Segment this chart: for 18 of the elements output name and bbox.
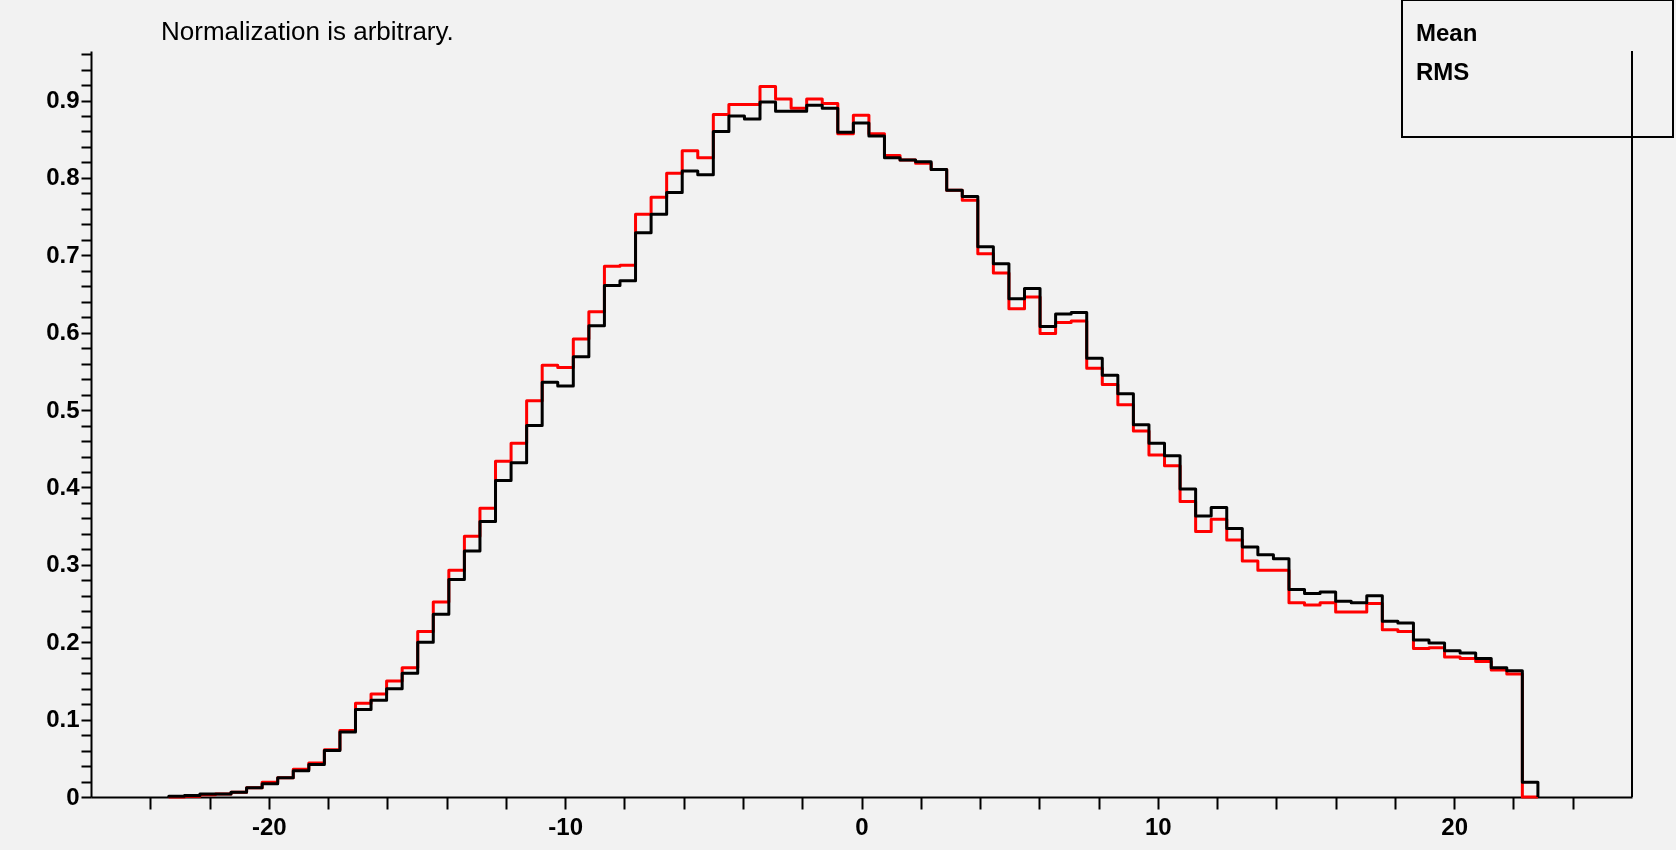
annotation: RMS — [1416, 58, 1470, 85]
x-tick-label: 0 — [855, 812, 869, 840]
y-tick-label: 0.4 — [46, 472, 81, 500]
x-tick-label: 10 — [1144, 812, 1172, 840]
chart-title: Normalization is arbitrary. — [161, 16, 454, 46]
text: Mean — [1416, 19, 1478, 46]
y-tick-label: 0.2 — [46, 627, 80, 655]
x-tick-label: -10 — [548, 812, 583, 840]
y-tick-label: 0.7 — [46, 240, 80, 268]
y-tick-label: 0.6 — [46, 318, 80, 346]
y-tick-label: 0.3 — [46, 550, 80, 578]
y-tick-label: 0 — [66, 782, 80, 810]
y-tick-label: 0.1 — [46, 705, 80, 733]
x-tick-label: 20 — [1441, 812, 1469, 840]
y-tick-label: 0.9 — [46, 86, 80, 114]
y-tick-label: 0.8 — [46, 163, 80, 191]
y-tick-label: 0.5 — [46, 395, 80, 423]
x-tick-label: -20 — [251, 812, 287, 840]
